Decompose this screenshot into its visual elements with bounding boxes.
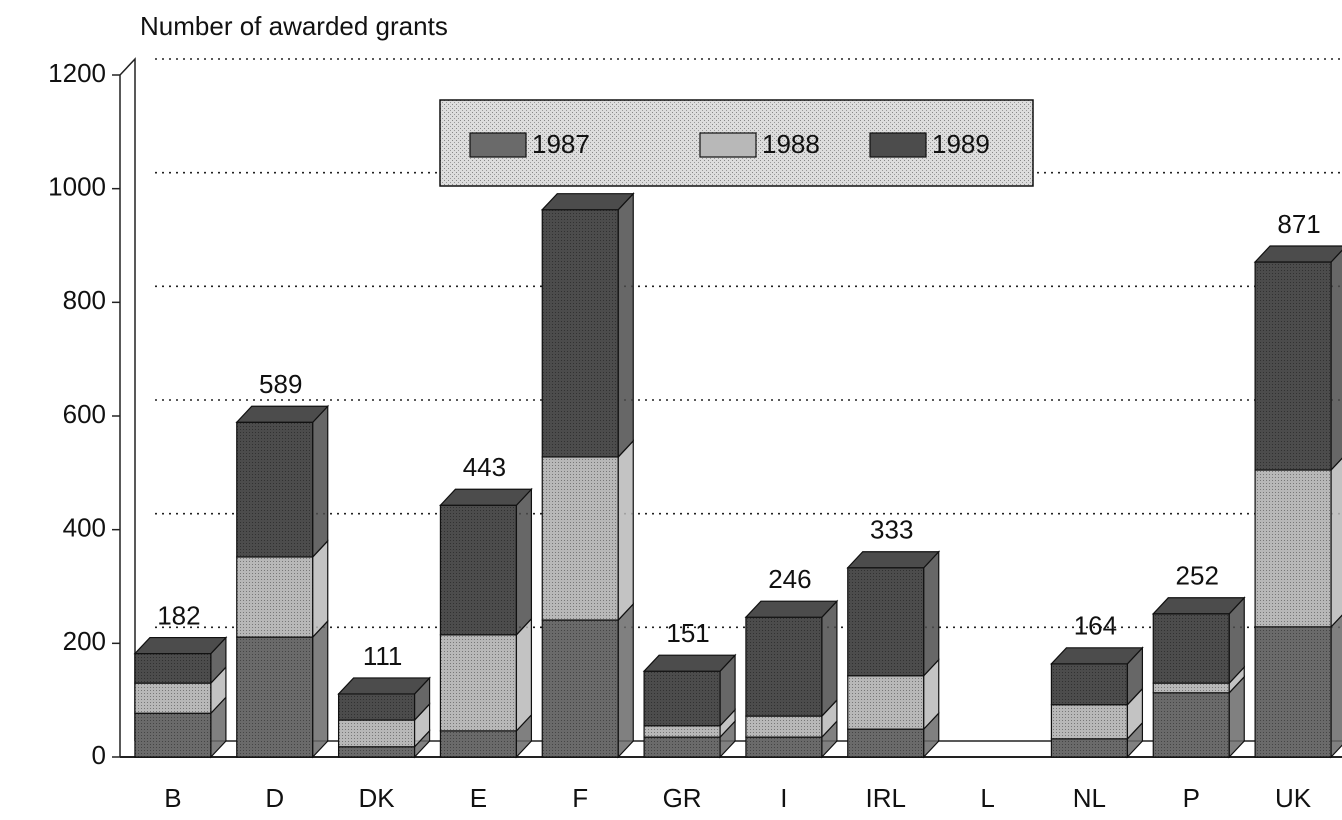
total-label: 164 (1074, 611, 1117, 641)
bar-texture (847, 567, 924, 676)
total-label: 252 (1176, 561, 1219, 591)
bar-top (642, 654, 737, 672)
bar-top (1050, 647, 1144, 665)
bar-texture (745, 737, 822, 757)
x-tick-label: F (572, 783, 588, 813)
bar-texture (1255, 261, 1332, 470)
bar-texture (1153, 683, 1230, 693)
x-tick-label: NL (1073, 783, 1106, 813)
bar-texture (134, 713, 211, 757)
bar-side (617, 439, 634, 622)
legend-swatch (869, 132, 927, 158)
x-tick-label: E (470, 783, 487, 813)
bar-texture (644, 725, 721, 738)
bar-texture (644, 671, 721, 726)
bar-texture (542, 209, 619, 457)
bar-texture (134, 683, 211, 714)
bar-side (312, 619, 329, 759)
y-tick-label: 200 (63, 626, 106, 656)
bar-texture (236, 556, 313, 638)
bar-texture (236, 422, 313, 557)
bar-texture (847, 675, 924, 730)
total-label: 246 (768, 564, 811, 594)
total-label: 151 (666, 618, 709, 648)
bar-texture (338, 720, 415, 747)
bar-texture (1051, 738, 1128, 757)
x-tick-label: I (780, 783, 787, 813)
x-tick-label: P (1183, 783, 1200, 813)
bar-top (133, 636, 228, 655)
bar-texture (542, 456, 619, 621)
bar-top (846, 551, 941, 569)
total-label: 111 (363, 641, 403, 671)
bar-side (515, 617, 533, 733)
bar-texture (1255, 469, 1332, 627)
bar-texture (1153, 613, 1230, 684)
x-tick-label: GR (663, 783, 702, 813)
bar-top (744, 600, 839, 618)
bar-side (1330, 249, 1342, 472)
y-tick-label: 400 (63, 513, 106, 543)
legend-label: 1989 (932, 129, 990, 159)
bar-texture (440, 634, 517, 731)
bar-texture (338, 746, 415, 757)
bar-side (1330, 457, 1342, 629)
bar-side (821, 599, 838, 718)
bar-texture (1051, 663, 1128, 705)
x-tick-label: D (265, 783, 284, 813)
axis-wall (119, 57, 136, 757)
x-tick-label: UK (1275, 783, 1312, 813)
bar-texture (745, 617, 822, 717)
legend-swatch (469, 132, 527, 158)
bar-side (923, 550, 940, 678)
total-label: 182 (157, 600, 200, 630)
bar-side (1330, 614, 1342, 759)
total-label: 443 (463, 452, 506, 482)
bar-top (1151, 597, 1246, 615)
bar-top (439, 488, 533, 506)
bar-texture (847, 729, 924, 757)
bar-top (337, 677, 431, 695)
bar-side (617, 192, 634, 459)
y-tick-label: 1000 (48, 172, 106, 202)
legend: 1987 1988 1989 (439, 99, 1034, 187)
bar-texture (1255, 626, 1332, 757)
x-tick-label: IRL (866, 783, 906, 813)
x-tick-label: B (164, 783, 181, 813)
bar-texture (440, 730, 517, 757)
y-tick-label: 800 (63, 285, 106, 315)
x-tick-label: L (980, 783, 994, 813)
bar-texture (644, 737, 721, 757)
bar-texture (542, 620, 619, 757)
bar-texture (134, 653, 211, 684)
total-label: 333 (870, 515, 913, 545)
bar-side (617, 602, 634, 759)
x-tick-label: DK (359, 783, 396, 813)
bar-texture (1051, 704, 1128, 739)
bar-texture (1153, 692, 1230, 757)
bar-texture (338, 693, 415, 721)
legend-label: 1988 (762, 129, 820, 159)
legend-swatch (699, 132, 757, 158)
chart-title: Number of awarded grants (140, 11, 448, 41)
bar-top (540, 193, 635, 211)
total-label: 871 (1277, 209, 1320, 239)
bar-side (515, 487, 533, 637)
bar-top (235, 405, 330, 423)
bar-texture (440, 505, 517, 635)
legend-label: 1987 (532, 129, 590, 159)
y-tick-label: 1200 (48, 58, 106, 88)
bar-top (1253, 245, 1342, 263)
bar-texture (745, 716, 822, 738)
y-tick-label: 0 (92, 740, 106, 770)
total-label: 589 (259, 369, 302, 399)
y-tick-label: 600 (63, 399, 106, 429)
bar-texture (236, 637, 313, 757)
bar-side (312, 404, 329, 559)
